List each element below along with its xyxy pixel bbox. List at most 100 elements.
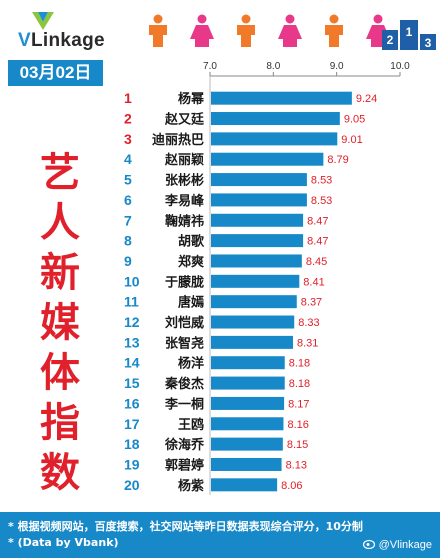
x-tick-label: 9.0: [330, 61, 344, 72]
person-icon: [149, 14, 167, 47]
score-bar: [211, 335, 293, 349]
title-char: 媒: [40, 300, 80, 346]
vlinkage-logo: VLinkage: [8, 10, 128, 52]
rank-number: 6: [124, 192, 132, 208]
rank-number: 9: [124, 253, 132, 269]
score-label: 8.53: [311, 195, 332, 207]
footer-source: * (Data by Vbank): [8, 536, 119, 549]
rank-number: 13: [124, 334, 140, 350]
rank-number: 1: [124, 90, 132, 106]
score-bar: [211, 315, 295, 329]
date-badge: 03月02日: [8, 60, 103, 86]
rank-number: 15: [124, 375, 140, 391]
score-label: 8.53: [311, 175, 332, 187]
score-label: 8.41: [303, 276, 324, 288]
rank-number: 12: [124, 314, 140, 330]
artist-name: 李易峰: [164, 193, 205, 209]
x-tick-label: 8.0: [266, 61, 280, 72]
title-char: 体: [40, 350, 80, 396]
svg-text:3: 3: [425, 36, 432, 50]
logo-v: V: [18, 30, 31, 51]
artist-name: 王鸥: [178, 417, 204, 433]
artist-name: 于朦胧: [165, 274, 204, 290]
score-bar: [211, 356, 285, 370]
rank-number: 11: [124, 294, 139, 310]
title-char: 人: [40, 200, 80, 246]
podium-icon: 2 1 3: [382, 20, 436, 50]
score-bar: [211, 437, 283, 451]
score-label: 9.01: [341, 134, 362, 146]
title-char: 数: [40, 450, 80, 496]
score-bar: [211, 417, 284, 431]
score-bar: [211, 234, 304, 248]
artist-name: 杨紫: [178, 478, 204, 494]
score-bar: [211, 152, 324, 166]
weibo-handle-text: @Vlinkage: [378, 539, 432, 551]
weibo-icon: [362, 539, 375, 550]
rank-number: 16: [124, 395, 140, 411]
score-label: 8.18: [289, 378, 310, 390]
logo-wordmark: VLinkage: [18, 30, 105, 52]
rank-number: 3: [124, 131, 132, 147]
artist-name: 张彬彬: [165, 173, 204, 189]
artist-name: 胡歌: [178, 234, 205, 250]
rank-number: 5: [124, 172, 132, 188]
score-label: 8.16: [287, 419, 308, 431]
artist-name: 杨幂: [178, 91, 205, 107]
person-icon: [325, 14, 343, 47]
score-label: 9.24: [356, 93, 377, 105]
artist-name: 张智尧: [165, 335, 204, 351]
score-bar: [211, 274, 300, 288]
rank-number: 8: [124, 233, 132, 249]
score-bar: [211, 213, 304, 227]
title-char: 艺: [40, 150, 80, 196]
rank-number: 10: [124, 273, 140, 289]
score-label: 8.47: [307, 236, 328, 248]
score-bar: [211, 193, 307, 207]
people-icon-row: [149, 14, 390, 47]
score-bar: [211, 295, 297, 309]
score-label: 8.18: [289, 358, 310, 370]
rank-number: 20: [124, 477, 140, 493]
score-bar: [211, 376, 285, 390]
artist-name: 刘恺威: [165, 315, 204, 331]
footer-bar: * 根据视频网站，百度搜索，社交网站等昨日数据表现综合评分，10分制 * (Da…: [0, 512, 440, 558]
person-icon: [237, 14, 255, 47]
score-label: 8.47: [307, 215, 328, 227]
svg-text:2: 2: [387, 33, 394, 47]
artist-name: 迪丽热巴: [152, 132, 204, 148]
artist-name: 赵丽颖: [164, 152, 204, 168]
score-label: 8.33: [298, 317, 319, 329]
vlinkage-logo-icon: [32, 12, 54, 30]
artist-name: 李一桐: [164, 396, 204, 412]
artist-name: 秦俊杰: [164, 376, 204, 392]
rank-number: 19: [124, 456, 140, 472]
score-label: 8.79: [327, 154, 348, 166]
x-tick-label: 7.0: [203, 61, 217, 72]
score-bar: [211, 396, 285, 410]
person-icon: [190, 14, 214, 47]
score-bar: [211, 112, 340, 126]
logo-rest: Linkage: [30, 30, 105, 51]
score-label: 8.45: [306, 256, 327, 268]
title-char: 指: [40, 400, 80, 446]
artist-name: 郭碧婷: [165, 457, 204, 473]
score-label: 8.06: [281, 480, 302, 492]
score-label: 9.05: [344, 114, 365, 126]
svg-text:1: 1: [406, 25, 413, 39]
x-tick-label: 10.0: [390, 61, 410, 72]
score-label: 8.13: [286, 459, 307, 471]
score-label: 8.15: [287, 439, 308, 451]
person-icon: [278, 14, 302, 47]
artist-name: 鞠婧祎: [165, 213, 204, 229]
rank-number: 7: [124, 212, 132, 228]
artist-name: 唐嫣: [178, 295, 204, 311]
artist-name: 郑爽: [178, 254, 204, 270]
score-label: 8.31: [297, 337, 318, 349]
rank-number: 2: [124, 111, 132, 127]
score-label: 8.37: [301, 297, 322, 309]
ranking-bar-chart: 7.0 8.0 9.0 10.0 1 杨幂 9.24 2 赵又廷 9.05 3 迪丽热巴 9.01 4 赵丽…: [124, 61, 410, 495]
vertical-title: 艺 人 新 媒 体 指 数: [28, 148, 92, 496]
artist-name: 杨洋: [178, 356, 204, 372]
score-bar: [211, 478, 278, 492]
